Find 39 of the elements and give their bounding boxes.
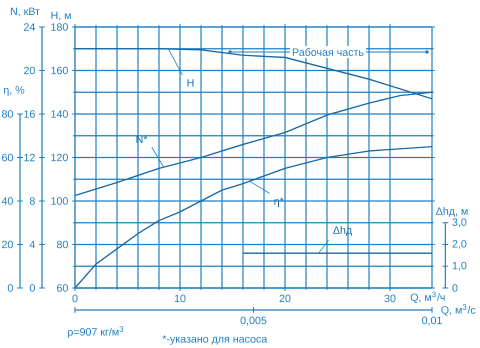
y-tick-label: 100 [51,197,68,205]
x2-tick-label: 0,005 [240,316,266,326]
annotation: Рабочая часть [292,48,364,56]
y3-tick-label: 80 [2,110,13,118]
x-tick-label: 10 [174,294,186,302]
x-tick-label: 20 [280,294,291,302]
y-tick-label: 160 [51,66,68,74]
y3-tick-label: 0 [8,284,13,292]
y-axis-title: Δhд, м [436,207,468,217]
text: *-указано для насоса [162,335,268,345]
x2-tick-label: 0,01 [422,316,442,326]
y2-tick-label: 0 [30,284,35,292]
x2-axis-title: Q, м$^{3}$/с [441,304,476,316]
y2-tick-label: 4 [30,240,36,248]
y-tick-label: 180 [51,23,68,31]
x-axis-title: Q, м$^{3}$/ч [410,292,445,303]
y2-tick-label: 12 [24,154,35,162]
y-tick-label: 0 [452,284,458,292]
x-tick-label: 0 [72,294,78,302]
x-tick-label: 30 [384,294,396,302]
y3-axis-title: η, % [4,86,24,96]
y-tick-label: 120 [51,154,68,162]
y2-tick-label: 16 [24,110,35,118]
text: ρ=907 кг/м$^{3}$ [68,326,124,338]
y-tick-label: 3,0 [452,218,466,228]
y-tick-label: 80 [56,240,68,248]
y2-tick-label: 20 [24,66,35,74]
y3-tick-label: 20 [2,240,13,248]
y2-axis-title: N, кВт [10,8,40,16]
y2-tick-label: 24 [24,23,36,31]
y3-tick-label: 60 [2,154,13,162]
y-tick-label: 2,0 [452,240,466,249]
y-tick-label: 60 [57,284,68,292]
y-axis-title: H, м [51,12,71,20]
y2-tick-label: 8 [30,197,35,205]
text: H [188,79,194,87]
y-tick-label: 1,0 [452,262,466,271]
y-tick-label: 140 [51,110,68,118]
y3-tick-label: 40 [2,197,13,205]
